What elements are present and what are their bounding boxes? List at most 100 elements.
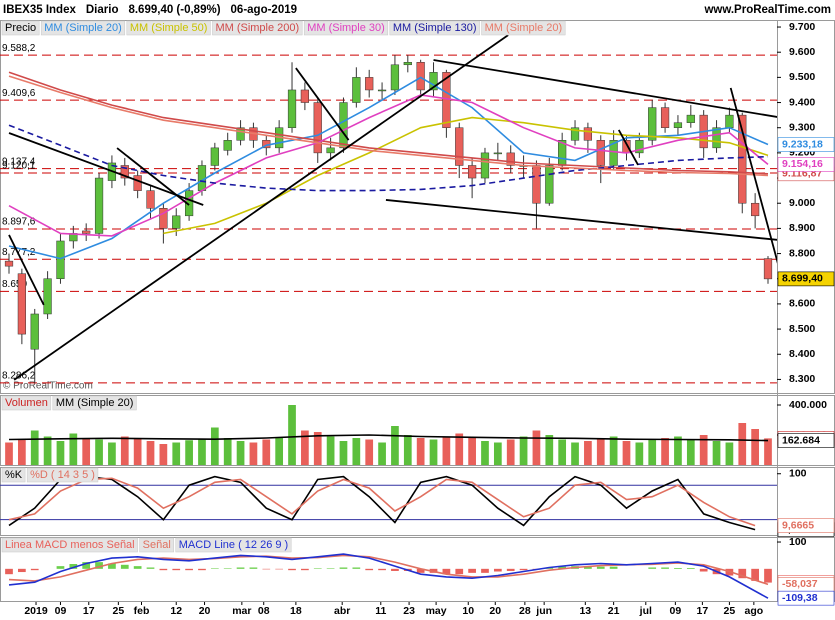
- header: IBEX35 Index Diario 8.699,40 (-0,89%) 06-ag…: [3, 4, 297, 16]
- volume-bar: [571, 442, 579, 465]
- value-box-label: 162.684: [782, 434, 820, 446]
- header-period: Diario: [86, 4, 119, 16]
- legend-label: Señal: [143, 539, 171, 551]
- volume-bar: [635, 442, 644, 465]
- histogram-bar: [56, 566, 65, 569]
- histogram-bar: [519, 568, 528, 571]
- legend-label: MM (Simple 200): [215, 22, 299, 34]
- level-label: 9.120,1: [2, 161, 36, 172]
- trendline: [116, 147, 190, 206]
- candle-body: [184, 190, 194, 217]
- candle-body: [545, 165, 554, 204]
- volume-bar: [146, 441, 155, 465]
- histogram-bar: [288, 568, 296, 571]
- candle-body: [236, 127, 245, 141]
- value-box-label: -58,037: [782, 578, 818, 590]
- volume-bar: [481, 441, 489, 465]
- histogram-bar: [301, 568, 309, 571]
- histogram-bar: [751, 568, 759, 581]
- y-tick-label: 8.400: [789, 348, 815, 360]
- y-tick-label: 9.300: [789, 121, 815, 133]
- volume-bar: [622, 441, 631, 465]
- y-tick-label: 9.600: [789, 46, 815, 58]
- y-tick-label: 9.500: [789, 71, 815, 83]
- histogram-bar: [172, 568, 181, 571]
- volume-bar: [159, 444, 168, 465]
- y-tick-label: 9.400: [789, 96, 815, 108]
- legend-box: [1, 537, 138, 553]
- candle-body: [725, 114, 734, 128]
- x-tick-label: 25: [113, 605, 125, 617]
- histogram-bar: [108, 563, 116, 569]
- volume-bar: [764, 438, 772, 465]
- candle-body: [146, 190, 155, 209]
- volume-bar: [43, 436, 52, 465]
- histogram-bar: [584, 566, 592, 569]
- histogram-bar: [391, 568, 399, 571]
- volume-bar: [532, 430, 541, 465]
- level-label: 8.897,6: [2, 217, 36, 228]
- histogram-bar: [236, 567, 245, 569]
- histogram-bar: [120, 564, 129, 569]
- value-box-label: -109,38: [782, 592, 818, 604]
- x-tick-label: 17: [83, 605, 95, 617]
- candle-body: [210, 147, 219, 166]
- volume-bar: [108, 442, 116, 465]
- x-tick-label: 12: [170, 605, 182, 617]
- candle-body: [673, 122, 683, 128]
- histogram-bar: [275, 568, 284, 570]
- volume-bar: [82, 438, 91, 465]
- legend-label: MACD Line ( 12 26 9 ): [179, 539, 288, 551]
- candle-body: [94, 177, 104, 234]
- candle-body: [493, 152, 502, 155]
- level-label: 9.137,4: [2, 156, 36, 167]
- x-tick-label: may: [426, 605, 447, 617]
- stochastic-panel: [0, 467, 835, 536]
- x-tick-label: 28: [519, 605, 531, 617]
- histogram-bar: [262, 568, 271, 570]
- volume-bar: [468, 438, 476, 465]
- histogram-bar: [416, 568, 425, 573]
- candle-body: [583, 127, 593, 141]
- trendline: [729, 87, 777, 264]
- trendline: [8, 234, 45, 306]
- candle-body: [352, 77, 361, 103]
- x-tick-label: 21: [608, 605, 620, 617]
- volume-bar: [262, 439, 271, 465]
- x-tick-label: feb: [134, 605, 150, 617]
- volume-bar: [249, 442, 258, 465]
- histogram-bar: [442, 568, 451, 575]
- histogram-bar: [313, 568, 322, 569]
- value-box-label: 9.154,16: [782, 158, 823, 170]
- volume-bar: [120, 436, 129, 465]
- candle-body: [455, 127, 464, 166]
- legend-label: MM (Simple 130): [393, 22, 477, 34]
- value-box: [777, 137, 835, 152]
- candle-body: [532, 165, 541, 204]
- candle-body: [686, 114, 695, 123]
- histogram-bar: [506, 568, 515, 571]
- candle-body: [4, 260, 14, 267]
- histogram-bar: [159, 568, 168, 571]
- volume-bar: [56, 441, 65, 465]
- header-date: 06-ago-2019: [231, 4, 297, 16]
- oscillator-line: [8, 475, 756, 531]
- y-tick-label: 8.300: [789, 373, 815, 385]
- histogram-bar: [223, 568, 232, 569]
- legend-box: [26, 467, 99, 483]
- legend-box: [175, 537, 292, 553]
- volume-bar: [275, 438, 284, 465]
- histogram-bar: [378, 568, 386, 571]
- volume-bar: [185, 440, 193, 465]
- histogram-bar: [82, 562, 91, 569]
- legend-label: %K: [5, 469, 23, 481]
- candle-body: [287, 89, 297, 128]
- legend-label: Linea MACD menos Señal: [5, 539, 135, 551]
- candle-body: [172, 215, 181, 229]
- legend-label: %D ( 14 3 5 ): [30, 469, 95, 481]
- legend-box: [303, 20, 389, 36]
- candle-body: [365, 77, 374, 91]
- x-tick-label: jul: [639, 605, 652, 617]
- volume-bar: [95, 439, 103, 465]
